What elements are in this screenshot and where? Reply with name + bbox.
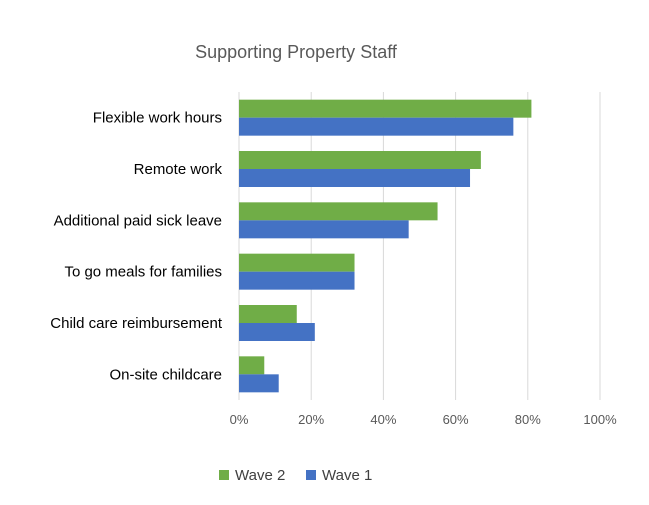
x-tick-label: 0% — [230, 412, 249, 427]
x-tick-label: 100% — [583, 412, 617, 427]
category-label: Remote work — [134, 161, 223, 178]
bar-wave-2 — [239, 305, 297, 323]
category-label: Child care reimbursement — [50, 315, 223, 332]
bar-wave-2 — [239, 151, 481, 169]
legend-swatch — [306, 470, 316, 480]
bar-wave-1 — [239, 271, 355, 290]
bar-wave-2 — [239, 356, 265, 375]
legend-swatch — [219, 470, 229, 480]
category-labels: Flexible work hours Remote work Additional… — [50, 110, 223, 384]
bars — [239, 99, 532, 393]
category-label: Additional paid sick leave — [54, 212, 222, 229]
legend-label: Wave 1 — [322, 467, 372, 484]
x-tick-label: 80% — [515, 412, 541, 427]
x-axis-ticks: 0% 20% 40% 60% 80% 100% — [230, 412, 617, 427]
bar-wave-1 — [239, 220, 409, 239]
x-tick-label: 20% — [298, 412, 324, 427]
chart-title: Supporting Property Staff — [195, 42, 398, 62]
bar-wave-1 — [239, 323, 315, 341]
category-label: To go meals for families — [64, 264, 222, 281]
bar-wave-1 — [239, 169, 471, 187]
legend: Wave 2 Wave 1 — [219, 467, 372, 484]
x-tick-label: 60% — [443, 412, 469, 427]
legend-label: Wave 2 — [235, 467, 285, 484]
bar-wave-2 — [239, 99, 532, 118]
x-tick-label: 40% — [370, 412, 396, 427]
category-label: On-site childcare — [109, 366, 222, 383]
bar-wave-1 — [239, 117, 514, 136]
bar-wave-2 — [239, 202, 438, 221]
bar-wave-2 — [239, 253, 355, 272]
category-label: Flexible work hours — [93, 110, 222, 127]
bar-wave-1 — [239, 374, 279, 393]
gridlines — [238, 92, 601, 400]
